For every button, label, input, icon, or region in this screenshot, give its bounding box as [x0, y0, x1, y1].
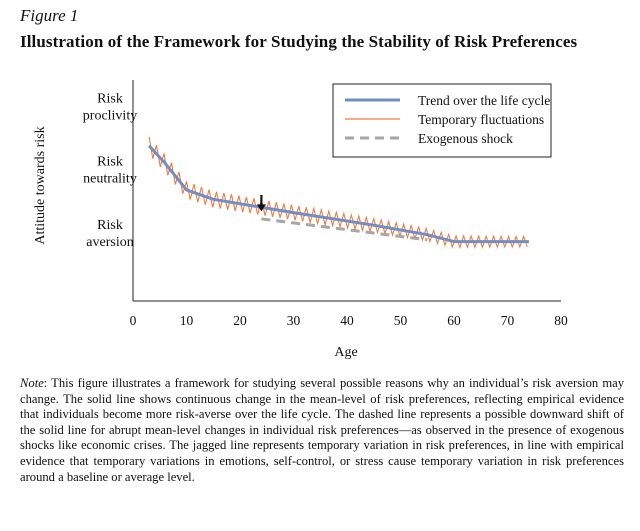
x-tick-label: 50 — [394, 313, 408, 328]
figure-title: Illustration of the Framework for Studyi… — [20, 32, 578, 51]
series-trend-line — [147, 144, 529, 244]
figure-label: Figure 1 — [20, 6, 79, 25]
y-axis-label: Attitude towards risk — [33, 126, 48, 244]
x-tick-label: 70 — [501, 313, 515, 328]
legend-label-trend: Trend over the life cycle — [418, 93, 550, 108]
legend-label-shock: Exogenous shock — [418, 131, 513, 146]
y-tick-label: Risk neutrality — [83, 155, 137, 187]
shock-arrow-head — [256, 204, 266, 212]
note-lead: Note — [20, 376, 44, 390]
legend-box — [332, 83, 552, 158]
x-tick-label: 60 — [447, 313, 461, 328]
chart-axes — [132, 80, 561, 302]
x-tick-label: 40 — [340, 313, 354, 328]
x-axis-label: Age — [334, 345, 357, 360]
risk-chart: Risk proclivity Risk neutrality Risk aversion… — [33, 80, 568, 360]
x-tick-labels: 0 10 20 30 40 50 60 70 80 — [130, 313, 568, 328]
x-tick-label: 30 — [287, 313, 301, 328]
x-tick-label: 0 — [130, 313, 137, 328]
figure-note: Note: This figure illustrates a framewor… — [20, 376, 624, 485]
y-tick-labels: Risk proclivity Risk neutrality Risk aversion — [83, 92, 137, 250]
shock-arrow-icon — [256, 194, 266, 212]
series-exogenous-shock-line — [261, 217, 428, 242]
y-tick-label: Risk proclivity — [83, 92, 137, 124]
y-tick-label: Risk aversion — [86, 218, 133, 250]
x-tick-label: 10 — [180, 313, 194, 328]
x-tick-label: 80 — [554, 313, 568, 328]
x-tick-label: 20 — [233, 313, 247, 328]
legend-label-fluctuations: Temporary fluctuations — [418, 112, 544, 127]
chart-legend: Trend over the life cycle Temporary fluc… — [332, 83, 552, 158]
note-text: : This figure illustrates a framework fo… — [20, 376, 624, 484]
